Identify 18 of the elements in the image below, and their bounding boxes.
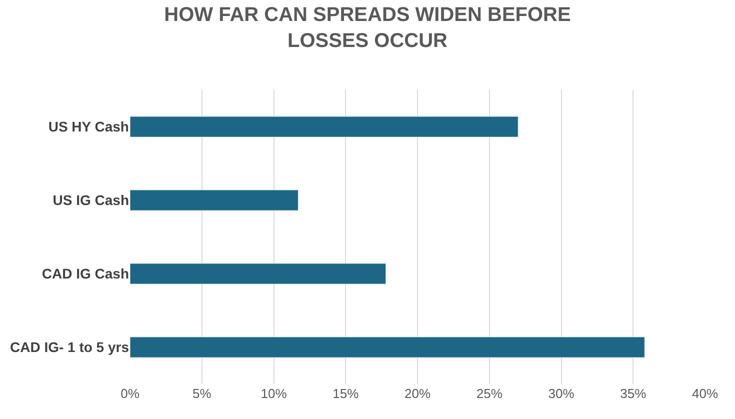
x-tick-label: 35% xyxy=(620,386,647,401)
x-tick-label: 15% xyxy=(332,386,360,401)
y-tick-label: US HY Cash xyxy=(48,118,129,135)
x-tick-label: 30% xyxy=(548,386,575,401)
x-tick-label: 0% xyxy=(120,386,140,401)
y-tick-label: CAD IG- 1 to 5 yrs xyxy=(10,339,130,356)
chart-title: HOW FAR CAN SPREADS WIDEN BEFORE LOSSES OCCUR xyxy=(164,4,571,52)
bar xyxy=(130,263,386,284)
x-tick-label: 5% xyxy=(192,386,212,401)
x-tick-label: 25% xyxy=(476,386,503,401)
bar xyxy=(130,336,645,358)
x-tick-label: 20% xyxy=(404,386,431,401)
y-tick-label: US IG Cash xyxy=(52,192,129,208)
x-tick-label: 40% xyxy=(692,386,718,401)
bar xyxy=(130,190,298,211)
bar xyxy=(130,116,518,138)
y-tick-label: CAD IG Cash xyxy=(42,266,129,282)
x-tick-label: 10% xyxy=(260,386,288,401)
